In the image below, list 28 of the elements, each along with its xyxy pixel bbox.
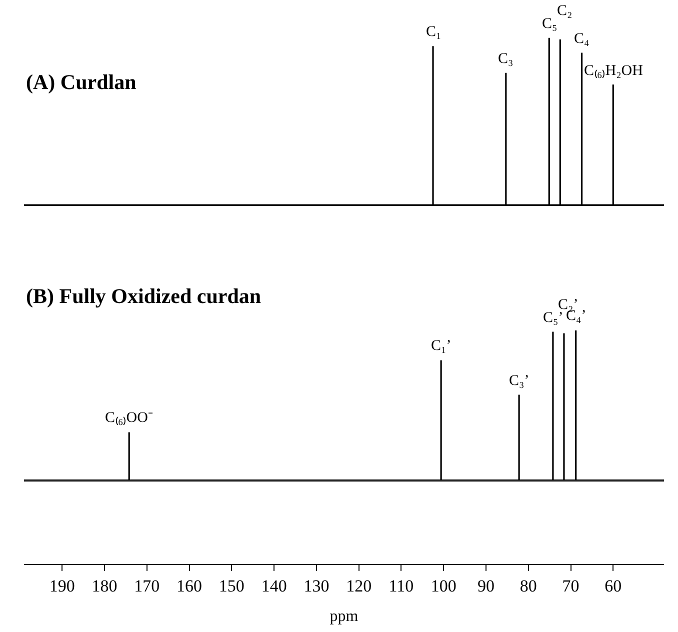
x-tick-label: 120 xyxy=(346,576,372,596)
annotation: C₁’ xyxy=(431,338,452,354)
annotation: C₁ xyxy=(426,24,442,40)
x-tick-label: 80 xyxy=(520,576,537,596)
x-tick-label: 190 xyxy=(49,576,75,596)
x-tick-label: 60 xyxy=(604,576,622,596)
annotation: C₃ xyxy=(498,51,514,67)
x-tick-label: 130 xyxy=(304,576,330,596)
x-tick-label: 70 xyxy=(562,576,580,596)
annotation: C₄ xyxy=(574,31,590,47)
annotation: C₍₆₎H₂OH xyxy=(584,63,644,79)
x-tick-label: 170 xyxy=(134,576,160,596)
x-tick-label: 90 xyxy=(477,576,494,596)
annotation: C₍₆₎OO⁻ xyxy=(105,410,153,426)
x-tick-label: 140 xyxy=(261,576,287,596)
text: (A) Curdlan xyxy=(26,70,137,94)
annotation: C₅’ xyxy=(543,310,564,326)
annotation: C₂’ xyxy=(558,297,578,313)
annotation: C₂ xyxy=(557,3,572,19)
x-tick-label: 180 xyxy=(92,576,118,596)
x-axis-title: ppm xyxy=(330,608,359,626)
x-tick-label: 100 xyxy=(430,576,456,596)
x-tick-label: 150 xyxy=(218,576,244,596)
x-tick-label: 160 xyxy=(176,576,202,596)
x-tick-label: 110 xyxy=(388,576,414,596)
annotation: C₅ xyxy=(542,16,558,32)
chart-title: (B) Fully Oxidized curdan xyxy=(26,284,262,308)
annotation: C₃’ xyxy=(509,373,530,389)
